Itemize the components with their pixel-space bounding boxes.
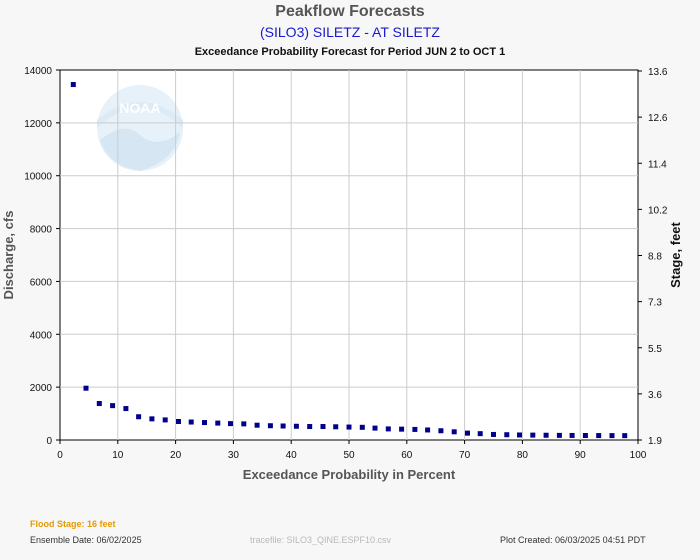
y2-axis-label: Stage, feet	[668, 221, 683, 287]
data-point	[136, 414, 142, 420]
data-point	[188, 419, 194, 425]
data-point	[582, 433, 588, 439]
axes: 0 10 20 30 40 50 60 70 80 90 100 0 2000 4000 6000 8000 1…	[24, 66, 668, 461]
data-point	[491, 431, 496, 437]
data-point	[346, 424, 352, 430]
y-axis-label: Discharge, cfs	[1, 211, 16, 300]
data-point	[596, 433, 602, 439]
y-tick-label: 8000	[30, 225, 53, 236]
data-point	[622, 433, 628, 439]
data-point	[96, 401, 102, 407]
data-point	[569, 432, 575, 438]
grid-lines	[60, 70, 638, 440]
chart-subtitle: Exceedance Probability Forecast for Peri…	[194, 46, 506, 58]
data-point	[320, 424, 326, 430]
data-points	[70, 82, 628, 439]
x-tick-label: 40	[286, 450, 298, 461]
page-title: Peakflow Forecasts	[275, 3, 425, 20]
y2-tick-label: 3.6	[648, 390, 662, 401]
data-point	[307, 424, 313, 430]
x-tick-label: 70	[459, 450, 471, 461]
data-point	[438, 428, 444, 434]
station-name: (SILO3) SILETZ - AT SILETZ	[260, 24, 440, 40]
data-point	[110, 403, 116, 409]
y-tick-label: 6000	[30, 277, 53, 288]
y2-tick-label: 11.4	[648, 159, 667, 170]
data-point	[228, 421, 234, 427]
data-point	[385, 426, 391, 432]
x-tick-label: 60	[401, 450, 413, 461]
data-point	[530, 432, 536, 438]
ensemble-date: Ensemble Date: 06/02/2025	[30, 535, 142, 545]
data-point	[70, 82, 76, 88]
data-point	[609, 433, 615, 439]
data-point	[543, 432, 549, 438]
data-point	[464, 430, 470, 436]
x-tick-label: 20	[170, 450, 182, 461]
data-point	[399, 426, 405, 432]
data-point	[504, 432, 510, 438]
noaa-logo-text: NOAA	[119, 100, 160, 116]
x-axis-label: Exceedance Probability in Percent	[243, 467, 456, 482]
x-tick-label: 30	[228, 450, 240, 461]
data-point	[556, 432, 562, 438]
x-tick-label: 100	[630, 450, 647, 461]
y-tick-label: 2000	[30, 383, 53, 394]
noaa-logo-icon: NOAA	[97, 85, 183, 171]
data-point	[202, 420, 207, 426]
data-point	[241, 421, 247, 427]
y2-tick-label: 5.5	[648, 344, 662, 355]
y2-tick-label: 10.2	[648, 205, 668, 216]
y2-tick-label: 12.6	[648, 113, 668, 124]
data-point	[425, 427, 431, 433]
flood-stage-note: Flood Stage: 16 feet	[30, 519, 116, 529]
y-tick-label: 12000	[24, 119, 52, 130]
plot-created-date: Plot Created: 06/03/2025 04:51 PDT	[500, 535, 646, 545]
data-point	[451, 429, 457, 435]
data-point	[175, 419, 181, 424]
data-point	[412, 426, 418, 432]
y-tick-label: 10000	[24, 172, 52, 183]
data-point	[477, 431, 483, 437]
data-point	[123, 406, 129, 412]
x-tick-label: 80	[517, 450, 529, 461]
data-point	[280, 423, 286, 429]
x-tick-label: 0	[57, 450, 63, 461]
data-point	[254, 422, 260, 428]
y2-tick-label: 8.8	[648, 252, 662, 263]
data-point	[359, 424, 365, 430]
data-point	[149, 416, 155, 422]
data-point	[517, 432, 523, 438]
y-tick-label: 4000	[30, 330, 53, 341]
x-tick-label: 10	[112, 450, 124, 461]
data-point	[83, 385, 89, 391]
y2-tick-label: 13.6	[648, 67, 668, 78]
x-tick-label: 50	[343, 450, 355, 461]
x-tick-label: 90	[575, 450, 587, 461]
data-point	[372, 425, 378, 431]
data-point	[293, 423, 299, 429]
y-tick-label: 0	[46, 436, 52, 447]
y2-tick-label: 7.3	[648, 298, 662, 309]
y-tick-label: 14000	[24, 66, 52, 77]
data-point	[267, 423, 273, 429]
tracefile-name: tracefile: SILO3_QINE.ESPF10.csv	[250, 535, 392, 545]
data-point	[162, 417, 168, 423]
data-point	[215, 420, 221, 426]
y2-tick-label: 1.9	[648, 436, 662, 447]
data-point	[333, 424, 339, 430]
